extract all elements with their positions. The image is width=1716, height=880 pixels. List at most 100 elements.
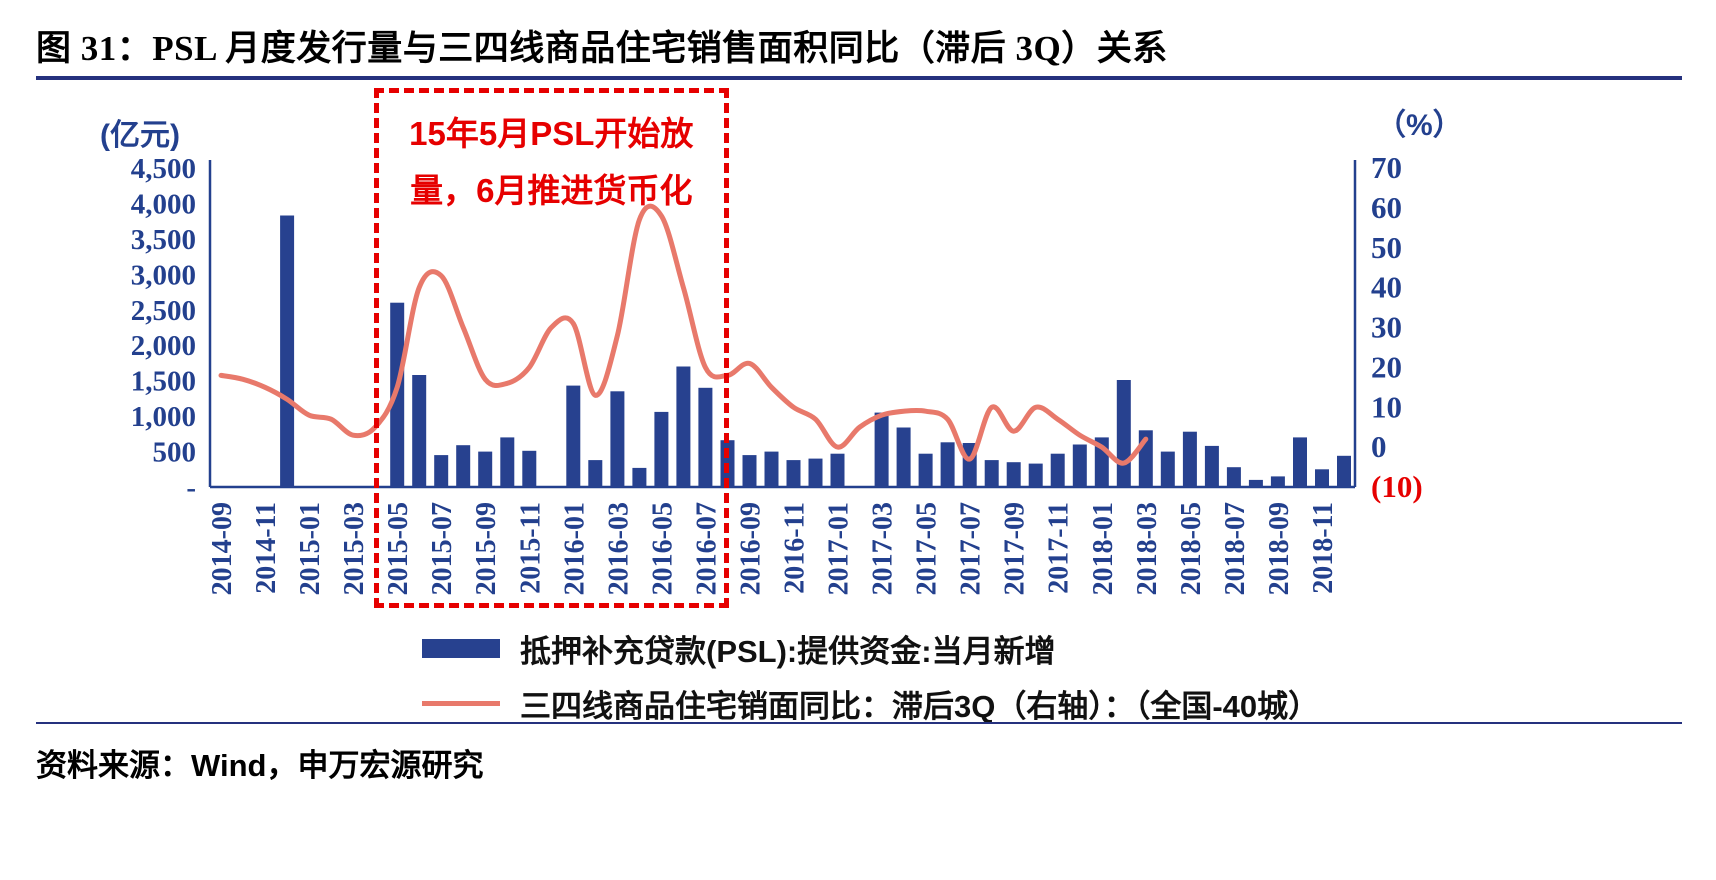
annotation-text: 15年5月PSL开始放 量，6月推进货币化 [374,106,729,220]
annotation-line-2: 量，6月推进货币化 [410,171,693,209]
psl-bar [1293,437,1307,487]
right-axis-tick-label: 50 [1371,230,1402,265]
left-axis-tick-label: 2,000 [131,330,196,362]
right-axis-unit-label: （%） [1376,109,1463,142]
title-underline [36,76,1682,80]
psl-bar [610,391,625,487]
x-axis-tick-label: 2016-01 [559,502,590,595]
right-axis-tick-label: 40 [1371,270,1402,305]
psl-bar [742,455,757,487]
psl-bar [1028,463,1043,487]
line-series-swatch-icon [422,701,500,706]
x-axis-tick-label: 2015-07 [427,502,458,595]
psl-bar [808,458,823,487]
psl-bar [1116,380,1131,487]
x-axis-tick-label: 2016-05 [647,502,678,595]
psl-bar [456,445,471,487]
x-axis-tick-label: 2017-07 [956,502,987,595]
left-axis-tick-label: - [186,472,196,504]
x-axis-tick-label: 2015-01 [295,502,326,595]
x-axis-tick-label: 2015-11 [515,502,546,594]
psl-bar [654,411,669,487]
legend: 抵押补充贷款(PSL):提供资金:当月新增 三四线商品住宅销面同比：滞后3Q（右… [422,626,1319,726]
bar-series-swatch-icon [422,639,500,658]
x-axis-tick-label: 2017-03 [868,502,899,595]
psl-bar [1248,479,1263,487]
psl-bar [588,460,603,487]
right-axis-tick-label: 20 [1371,349,1402,384]
x-axis-tick-label: 2015-03 [339,502,370,595]
highlight-box [374,88,729,608]
legend-label-psl: 抵押补充贷款(PSL):提供资金:当月新增 [520,634,1056,669]
psl-bar [764,451,779,487]
left-axis-tick-label: 4,500 [131,153,196,185]
x-axis-tick-label: 2015-05 [383,502,414,595]
psl-bar [434,455,449,487]
x-axis-tick-label: 2015-09 [471,502,502,595]
psl-bar [918,453,933,487]
psl-bar [1204,445,1219,487]
left-axis-tick-label: 1,000 [131,401,196,433]
psl-bar [1160,451,1175,487]
legend-item-psl-bars: 抵押补充贷款(PSL):提供资金:当月新增 [422,626,1319,671]
left-axis-tick-label: 3,000 [131,259,196,291]
psl-bar [280,215,295,487]
right-axis-tick-label: 30 [1371,310,1402,345]
legend-label-sales: 三四线商品住宅销面同比：滞后3Q（右轴）：（全国-40城） [520,689,1320,724]
annotation-line-1: 15年5月PSL开始放 [409,115,694,152]
x-axis-tick-label: 2018-07 [1220,502,1251,595]
psl-bar [896,427,911,487]
x-axis-tick-label: 2017-01 [824,502,855,595]
x-axis-tick-label: 2014-09 [207,502,238,595]
legend-item-sales-line: 三四线商品住宅销面同比：滞后3Q（右轴）：（全国-40城） [422,681,1319,726]
left-axis-unit-label: (亿元) [100,119,180,152]
psl-bar [1072,444,1087,487]
psl-bar [874,412,889,487]
left-axis-tick-label: 1,500 [131,366,196,398]
x-axis-tick-label: 2018-01 [1088,502,1119,595]
x-axis-tick-label: 2017-05 [912,502,943,595]
psl-bar [478,451,493,487]
psl-bar [940,442,955,487]
x-axis-tick-label: 2016-07 [691,502,722,595]
psl-bar [676,366,691,487]
x-axis-tick-label: 2016-03 [603,502,634,595]
right-axis-tick-label: 70 [1371,150,1402,185]
psl-bar [632,467,647,487]
psl-bar [1226,467,1241,487]
right-axis-tick-label: 0 [1371,429,1387,464]
right-axis-tick-label: 10 [1371,389,1402,424]
x-axis-tick-label: 2018-03 [1132,502,1163,595]
left-axis-tick-label: 2,500 [131,295,196,327]
right-axis-tick-label: 60 [1371,190,1402,225]
x-axis-tick-label: 2017-11 [1044,502,1075,594]
x-axis-tick-label: 2016-11 [780,502,811,594]
psl-bar [786,460,801,487]
psl-bar [1006,462,1021,487]
x-axis-tick-label: 2018-11 [1308,502,1339,594]
x-axis-tick-label: 2016-09 [735,502,766,595]
psl-bar [1050,453,1065,487]
psl-bar [500,437,515,487]
psl-bar [984,460,999,487]
psl-bar [412,375,427,487]
psl-bar [698,387,713,487]
x-axis-tick-label: 2014-11 [251,502,282,594]
left-axis-tick-label: 4,000 [131,188,196,220]
psl-bar [1270,476,1285,487]
psl-bar [1315,469,1329,487]
source-note: 资料来源：Wind，申万宏源研究 [36,748,484,783]
x-axis-tick-label: 2017-09 [1000,502,1031,595]
psl-bar [1182,431,1197,487]
psl-bar [830,453,845,487]
psl-bar [522,450,537,487]
page-title: 图 31：PSL 月度发行量与三四线商品住宅销售面积同比（滞后 3Q）关系 [36,29,1168,68]
x-axis-tick-label: 2018-05 [1176,502,1207,595]
left-axis-tick-label: 3,500 [131,224,196,256]
x-axis-tick-label: 2018-09 [1264,502,1295,595]
psl-bar [1337,455,1351,487]
left-axis-tick-label: 500 [153,437,197,469]
right-axis-tick-label: (10) [1371,469,1423,504]
